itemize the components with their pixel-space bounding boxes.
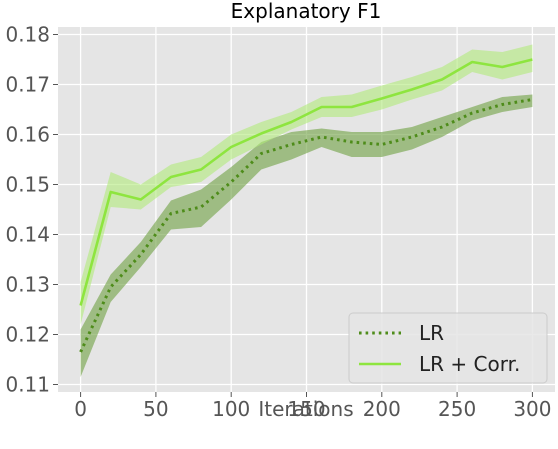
legend-box (348, 312, 548, 384)
axis-ticks: 0 50 100 150 200 250 300 0.11 0.12 0.13 0.14 0.15 0.… (5, 23, 551, 422)
legend-label: LR (419, 321, 444, 345)
y-tick-label: 0.15 (5, 173, 50, 197)
confidence-band (80, 44, 533, 325)
x-tick-label: 250 (438, 397, 476, 421)
x-axis-label: Iterations (258, 397, 353, 421)
legend: LR LR + Corr. (348, 312, 548, 384)
chart-title: Explanatory F1 (231, 0, 382, 23)
series-lines (79, 58, 533, 353)
x-tick-label: 0 (74, 397, 87, 421)
y-tick-label: 0.14 (5, 223, 50, 247)
y-tick-label: 0.18 (5, 23, 50, 47)
x-tick-label: 300 (513, 397, 551, 421)
x-tick-label: 150 (287, 397, 325, 421)
confidence-band (80, 94, 533, 377)
y-tick-label: 0.11 (5, 373, 50, 397)
y-tick-label: 0.16 (5, 123, 50, 147)
x-tick-label: 200 (363, 397, 401, 421)
y-tick-label: 0.17 (5, 73, 50, 97)
confidence-bands (80, 44, 533, 377)
y-tick-label: 0.12 (5, 323, 50, 347)
legend-label: LR + Corr. (419, 352, 520, 376)
gridlines (58, 27, 555, 392)
y-tick-label: 0.13 (5, 273, 50, 297)
x-tick-label: 100 (212, 397, 250, 421)
series-line (79, 98, 533, 353)
x-tick-label: 50 (143, 397, 168, 421)
series-line (79, 58, 533, 306)
